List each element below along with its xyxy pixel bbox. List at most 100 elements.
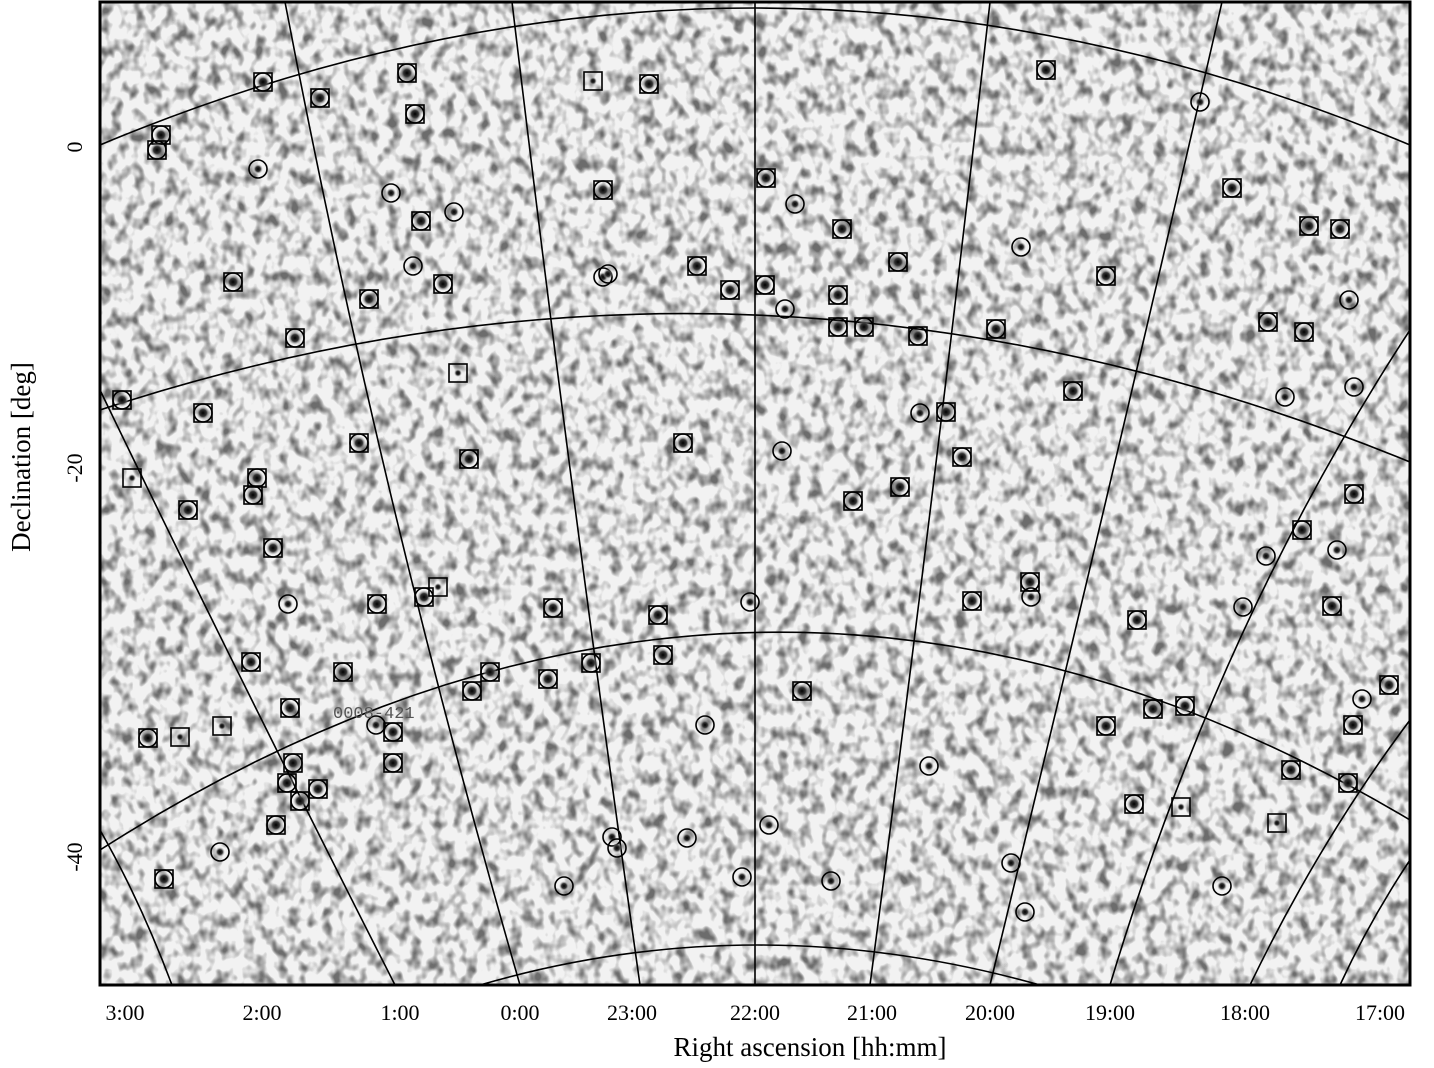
- source: [313, 91, 327, 105]
- source: [1195, 97, 1205, 107]
- source: [1217, 881, 1227, 891]
- y-axis-label: Declination [deg]: [6, 362, 36, 552]
- source: [642, 77, 656, 91]
- source: [723, 283, 737, 297]
- source: [656, 648, 670, 662]
- square-marker: [673, 433, 693, 453]
- source: [1066, 384, 1080, 398]
- source: [700, 720, 710, 730]
- source: [253, 164, 263, 174]
- y-tick-label: -40: [62, 842, 87, 871]
- source: [790, 199, 800, 209]
- source: [400, 66, 414, 80]
- source: [831, 320, 845, 334]
- x-tick-label: 19:00: [1085, 1000, 1135, 1025]
- source: [1325, 599, 1339, 613]
- square-marker: [1020, 572, 1040, 592]
- square-marker: [854, 317, 874, 337]
- source: [826, 876, 836, 886]
- y-tick-label: 0: [62, 142, 87, 153]
- square-marker: [448, 363, 468, 383]
- square-marker: [1222, 178, 1242, 198]
- source: [612, 843, 622, 853]
- square-marker: [1281, 760, 1301, 780]
- circle-marker: [1015, 902, 1035, 922]
- source: [1344, 295, 1354, 305]
- source: [256, 75, 270, 89]
- square-marker: [383, 753, 403, 773]
- square-marker: [908, 326, 928, 346]
- square-marker: [1063, 381, 1083, 401]
- source: [1225, 181, 1239, 195]
- source: [939, 405, 953, 419]
- source: [269, 818, 283, 832]
- square-marker: [138, 728, 158, 748]
- circle-marker: [740, 592, 760, 612]
- square-marker: [648, 605, 668, 625]
- source: [176, 733, 184, 741]
- plot-frame: [98, 0, 1412, 987]
- source: [371, 720, 381, 730]
- source: [336, 665, 350, 679]
- square-marker: [832, 219, 852, 239]
- square-marker: [1096, 266, 1116, 286]
- source: [584, 656, 598, 670]
- circle-marker: [278, 594, 298, 614]
- square-marker: [1343, 715, 1363, 735]
- square-marker: [1322, 596, 1342, 616]
- coordinate-grid: [100, 2, 1410, 985]
- meridian: [100, 389, 396, 985]
- source: [128, 474, 136, 482]
- meridian: [1339, 859, 1410, 985]
- circle-marker: [1275, 387, 1295, 407]
- source: [955, 450, 969, 464]
- square-marker: [170, 727, 190, 747]
- x-tick-label: 23:00: [607, 1000, 657, 1025]
- square-marker: [1096, 716, 1116, 736]
- square-marker: [1175, 696, 1195, 716]
- source: [1026, 592, 1036, 602]
- source: [154, 128, 168, 142]
- square-marker: [147, 140, 167, 160]
- square-marker: [290, 791, 310, 811]
- source: [1127, 797, 1141, 811]
- source: [1382, 678, 1396, 692]
- source: [1284, 763, 1298, 777]
- square-marker: [581, 653, 601, 673]
- source: [1332, 545, 1342, 555]
- square-marker: [285, 328, 305, 348]
- square-marker: [333, 662, 353, 682]
- square-marker: [308, 779, 328, 799]
- source: [745, 597, 755, 607]
- parallel: [479, 944, 1041, 985]
- source: [370, 597, 384, 611]
- square-marker: [122, 468, 142, 488]
- square-marker: [755, 275, 775, 295]
- source: [651, 608, 665, 622]
- x-tick-label: 3:00: [105, 1000, 144, 1025]
- square-marker: [890, 477, 910, 497]
- circle-marker: [602, 827, 622, 847]
- square-marker: [367, 594, 387, 614]
- square-marker: [411, 211, 431, 231]
- source: [1016, 242, 1026, 252]
- source: [157, 872, 171, 886]
- source: [462, 452, 476, 466]
- source: [250, 471, 264, 485]
- square-marker: [1036, 60, 1056, 80]
- circle-marker: [772, 441, 792, 461]
- square-marker: [1124, 794, 1144, 814]
- source: [226, 275, 240, 289]
- square-marker: [952, 447, 972, 467]
- source: [915, 408, 925, 418]
- square-marker: [480, 662, 500, 682]
- source: [454, 369, 462, 377]
- circle-marker: [759, 815, 779, 835]
- source: [911, 329, 925, 343]
- source: [288, 331, 302, 345]
- source: [417, 590, 431, 604]
- circle-marker: [732, 867, 752, 887]
- x-tick-label: 18:00: [1220, 1000, 1270, 1025]
- circle-marker: [248, 159, 268, 179]
